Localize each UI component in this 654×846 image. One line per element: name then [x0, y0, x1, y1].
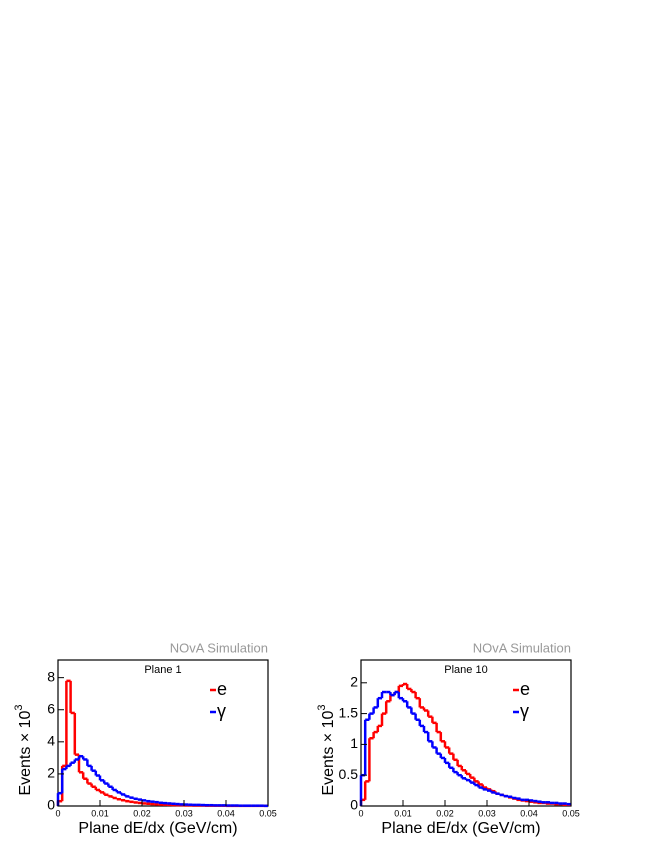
y-axis-label-main: Events × 10: [17, 710, 34, 795]
y-tick-label: 2: [350, 673, 358, 689]
panel-title: Plane 1: [144, 664, 181, 676]
y-tick-label: 6: [47, 700, 55, 716]
y-axis-label-exponent: 3: [316, 704, 328, 710]
y-tick-label: 1: [350, 735, 358, 751]
x-tick-label: 0.05: [259, 808, 277, 818]
legend-label: γ: [217, 701, 226, 721]
watermark: NOvA Simulation: [473, 640, 571, 655]
y-axis-label-exponent: 3: [13, 704, 25, 710]
y-tick-label: 4: [47, 733, 55, 749]
plot-frame: [57, 659, 269, 807]
x-tick-label: 0: [358, 808, 363, 818]
y-axis-label: Events × 103: [13, 704, 34, 795]
x-tick-label: 0.01: [91, 808, 109, 818]
y-tick-label: 8: [47, 668, 55, 684]
legend-label: e: [520, 679, 530, 699]
y-tick-label: 1.5: [339, 704, 359, 720]
legend-label: e: [217, 679, 227, 699]
x-tick-label: 0.04: [217, 808, 235, 818]
legend-label: γ: [520, 701, 529, 721]
x-tick-label: 0.03: [175, 808, 193, 818]
plot-frame: [360, 659, 572, 807]
y-tick-label: 0: [47, 797, 55, 813]
panel-title: Plane 10: [444, 664, 487, 676]
x-tick-label: 0.05: [562, 808, 580, 818]
x-axis-label: Plane dE/dx (GeV/cm): [78, 820, 237, 837]
y-tick-label: 2: [47, 765, 55, 781]
x-tick-label: 0.03: [478, 808, 496, 818]
watermark: NOvA Simulation: [170, 640, 268, 655]
y-tick-label: 0.5: [339, 766, 359, 782]
x-tick-label: 0.01: [394, 808, 412, 818]
x-tick-label: 0: [55, 808, 60, 818]
x-tick-label: 0.04: [520, 808, 538, 818]
x-axis-label: Plane dE/dx (GeV/cm): [381, 820, 540, 837]
y-axis-label-main: Events × 10: [320, 710, 337, 795]
x-tick-label: 0.02: [133, 808, 151, 818]
y-tick-label: 0: [350, 797, 358, 813]
x-tick-label: 0.02: [436, 808, 454, 818]
y-axis-label: Events × 103: [316, 704, 337, 795]
